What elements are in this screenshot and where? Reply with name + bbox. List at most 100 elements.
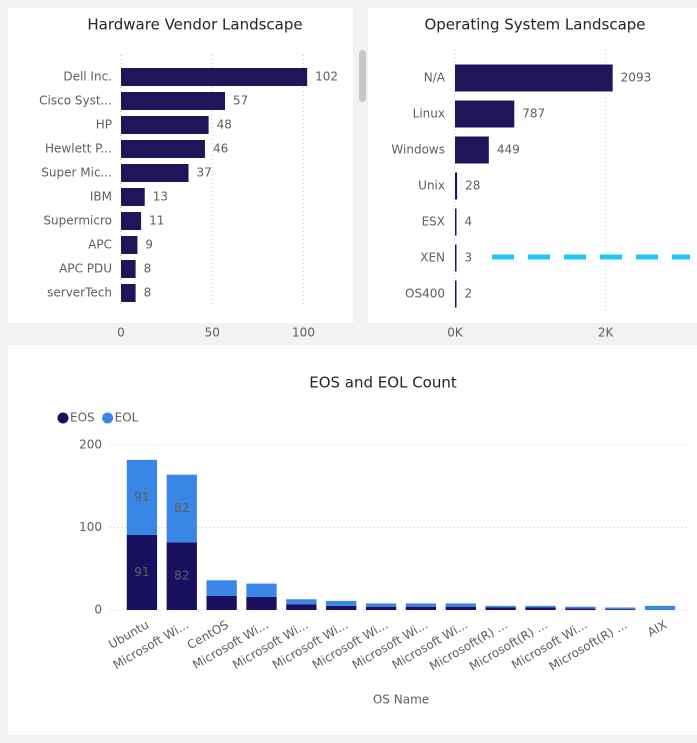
data-label: 102 [315,70,338,84]
bar-segment [525,605,556,608]
legend-marker [57,412,69,424]
bar [121,284,136,302]
chart-title: EOS and EOL Count [309,374,457,392]
bar [455,208,457,236]
bar-segment [605,607,636,610]
y-tick-label: N/A [424,71,446,85]
data-label: 787 [522,107,545,121]
data-label: 91 [134,490,149,504]
data-label: 82 [174,569,189,583]
bar-segment [286,604,317,610]
legend-label: EOL [115,411,139,425]
bar-segment [126,459,158,535]
y-tick-label: Supermicro [43,214,112,228]
bar-segment [166,542,197,610]
x-tick-label: 2K [598,326,615,340]
data-label: 3 [465,251,473,265]
bar [121,260,136,278]
bar [455,100,515,128]
y-tick-label: HP [96,118,112,132]
bar-segment [206,595,237,610]
bar-segment [166,474,197,543]
data-label: 57 [233,94,248,108]
data-label: 46 [213,142,228,156]
data-label: 8 [144,262,152,276]
bar [121,236,138,254]
bar [121,92,226,110]
bar [121,164,189,182]
bar-segment [405,606,437,610]
data-label: 2 [465,287,473,301]
x-tick-label: 100 [292,326,315,340]
y-tick-label: OS400 [405,287,445,301]
y-tick-label: Linux [413,107,445,121]
bar [455,136,489,164]
scrollbar [359,50,366,102]
legend-label: EOS [70,411,95,425]
x-axis-title: OS Name [373,693,429,707]
bar-segment [326,600,357,606]
y-tick-label: 100 [79,520,102,534]
y-tick-label: Super Mic... [41,166,112,180]
data-label: 91 [134,565,149,579]
bar-segment [445,603,476,607]
bar [455,64,613,92]
y-tick-label: Dell Inc. [63,70,112,84]
bar-segment [644,605,676,610]
bar [455,172,458,200]
y-tick-label: serverTech [47,286,112,300]
data-label: 2093 [621,71,652,85]
chart-title: Hardware Vendor Landscape [87,16,302,34]
data-label: 9 [145,238,153,252]
bar [455,244,457,272]
y-tick-label: 200 [79,438,102,452]
y-tick-label: Unix [418,179,445,193]
y-tick-label: IBM [90,190,112,204]
y-tick-label: APC [88,238,112,252]
y-tick-label: XEN [420,251,445,265]
x-tick-label: 0 [117,326,125,340]
panel [8,345,697,735]
bar-segment [206,580,237,596]
data-label: 48 [217,118,232,132]
data-label: 4 [465,215,473,229]
data-label: 8 [144,286,152,300]
bar-segment [445,606,476,610]
y-tick-label: APC PDU [59,262,112,276]
y-tick-label: Hewlett P... [45,142,112,156]
bar-segment [485,605,516,608]
bar [121,68,308,86]
panel [368,8,697,323]
y-tick-label: ESX [422,215,445,229]
bar-segment [365,603,397,607]
bar [455,280,457,308]
bar-segment [565,606,596,609]
bar-segment [365,606,397,610]
bar-segment [405,603,437,607]
bar [121,188,145,206]
data-label: 82 [174,501,189,515]
bar-segment [286,599,317,605]
data-label: 11 [149,214,164,228]
x-tick-label: 0K [447,326,464,340]
y-tick-label: 0 [94,603,102,617]
data-label: 37 [197,166,212,180]
bar-segment [246,596,277,610]
legend-marker [102,412,114,424]
y-tick-label: Cisco Syst... [39,94,112,108]
chart-title: Operating System Landscape [424,16,645,34]
bar [121,140,205,158]
bar-segment [605,609,636,610]
data-label: 449 [497,143,520,157]
bar [121,212,142,230]
bar [121,116,209,134]
bar-segment [246,583,277,597]
bar-segment [485,607,516,610]
bar-segment [126,534,158,610]
bar-segment [565,608,596,610]
data-label: 13 [153,190,168,204]
bar-segment [326,605,357,610]
y-tick-label: Windows [391,143,445,157]
